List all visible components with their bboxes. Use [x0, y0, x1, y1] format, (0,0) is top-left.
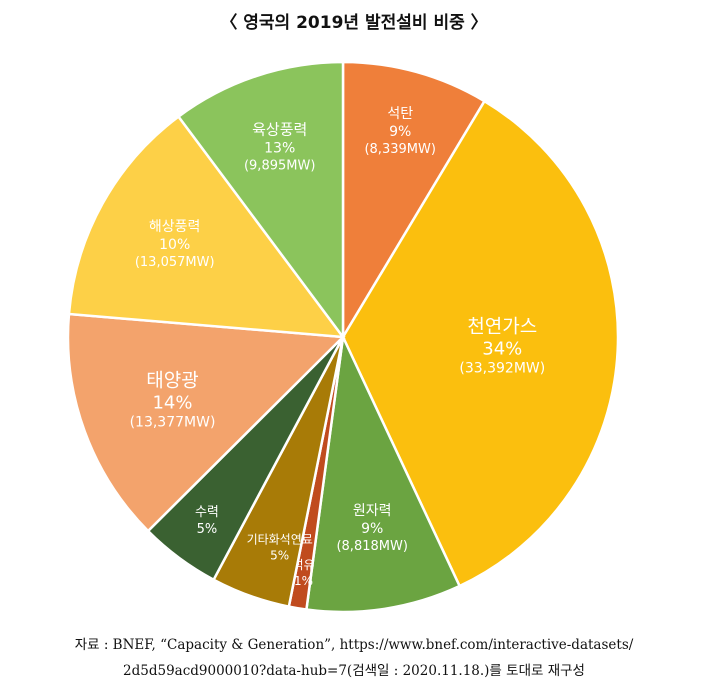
- slice-label-value_label: (9,895MW): [244, 159, 315, 174]
- slice-1: [341, 99, 620, 588]
- slice-label-percent: 34%: [482, 339, 522, 360]
- slice-label-percent: 13%: [264, 141, 295, 157]
- slice-label-name: 해상풍력: [149, 219, 201, 235]
- slice-label-name: 석탄: [387, 106, 413, 122]
- slice-7: [67, 114, 346, 339]
- slice-label-percent: 9%: [389, 124, 411, 140]
- slice-label-value_label: (8,339MW): [364, 142, 435, 157]
- slice-label-percent: 10%: [159, 237, 190, 253]
- slice-label-name: 천연가스: [467, 316, 537, 338]
- slice-label-name: 육상풍력: [252, 121, 307, 139]
- slice-label-name: 원자력: [353, 503, 392, 519]
- slice-6: [66, 312, 346, 533]
- source-line-1: 자료 : BNEF, “Capacity & Generation”, http…: [74, 637, 634, 653]
- slice-0: [341, 60, 487, 342]
- slice-label-value_label: (13,377MW): [130, 415, 216, 431]
- slice-label-percent: 1%: [294, 574, 313, 588]
- slice-label-value_label: (13,057MW): [135, 255, 215, 270]
- slice-label-name: 태양광: [146, 370, 198, 392]
- chart-title: 〈 영국의 2019년 발전설비 비중 〉: [220, 13, 488, 33]
- slice-label-percent: 5%: [197, 522, 218, 537]
- slice-label-value_label: (8,818MW): [336, 539, 407, 554]
- slice-2: [305, 332, 462, 614]
- slice-8: [176, 60, 345, 341]
- slice-label-percent: 9%: [361, 521, 383, 537]
- source-note: 자료 : BNEF, “Capacity & Generation”, http…: [0, 632, 708, 684]
- slice-label-percent: 14%: [152, 393, 192, 414]
- source-line-2: 2d5d59acd9000010?data-hub=7(검색일 : 2020.1…: [123, 663, 585, 679]
- slice-label-percent: 5%: [270, 549, 289, 563]
- slice-label-value_label: (33,392MW): [459, 361, 545, 377]
- slice-label-name: 수력: [195, 505, 219, 520]
- slice-label-name: 기타화석연료: [247, 533, 313, 547]
